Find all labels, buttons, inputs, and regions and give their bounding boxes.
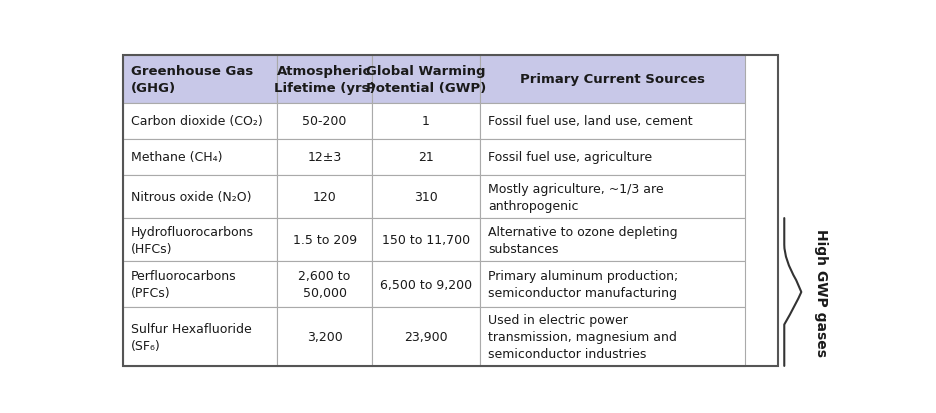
Text: 23,900: 23,900: [404, 330, 448, 343]
Bar: [372, 176, 480, 218]
Text: 3,200: 3,200: [307, 330, 343, 343]
Text: 6,500 to 9,200: 6,500 to 9,200: [380, 278, 472, 291]
Bar: [124, 176, 277, 218]
Text: 21: 21: [418, 151, 434, 164]
Text: Hydrofluorocarbons
(HFCs): Hydrofluorocarbons (HFCs): [131, 225, 254, 255]
Bar: [372, 308, 480, 366]
Text: Perfluorocarbons
(PFCs): Perfluorocarbons (PFCs): [131, 270, 237, 299]
Bar: [277, 140, 372, 176]
Bar: [372, 261, 480, 308]
Bar: [124, 56, 277, 103]
Bar: [480, 218, 745, 261]
Bar: [124, 308, 277, 366]
Bar: [372, 56, 480, 103]
Text: Sulfur Hexafluoride
(SF₆): Sulfur Hexafluoride (SF₆): [131, 322, 252, 352]
Bar: [124, 103, 277, 140]
Bar: [124, 140, 277, 176]
Text: Used in electric power
transmission, magnesium and
semiconductor industries: Used in electric power transmission, mag…: [488, 313, 677, 360]
Text: Methane (CH₄): Methane (CH₄): [131, 151, 223, 164]
Bar: [480, 308, 745, 366]
Bar: [277, 218, 372, 261]
Text: Primary aluminum production;
semiconductor manufacturing: Primary aluminum production; semiconduct…: [488, 270, 678, 299]
Bar: [277, 176, 372, 218]
Text: Carbon dioxide (CO₂): Carbon dioxide (CO₂): [131, 115, 263, 128]
Bar: [277, 308, 372, 366]
Text: 50-200: 50-200: [302, 115, 346, 128]
Text: 1.5 to 209: 1.5 to 209: [293, 234, 357, 247]
Text: Primary Current Sources: Primary Current Sources: [520, 73, 705, 86]
Bar: [480, 176, 745, 218]
Text: Fossil fuel use, land use, cement: Fossil fuel use, land use, cement: [488, 115, 693, 128]
Text: Greenhouse Gas
(GHG): Greenhouse Gas (GHG): [131, 64, 254, 95]
Bar: [124, 218, 277, 261]
Text: Fossil fuel use, agriculture: Fossil fuel use, agriculture: [488, 151, 652, 164]
Bar: [277, 261, 372, 308]
Text: 310: 310: [415, 190, 438, 204]
Bar: [480, 103, 745, 140]
Bar: [372, 103, 480, 140]
Text: Nitrous oxide (N₂O): Nitrous oxide (N₂O): [131, 190, 252, 204]
Text: Alternative to ozone depleting
substances: Alternative to ozone depleting substance…: [488, 225, 678, 255]
Text: 2,600 to
50,000: 2,600 to 50,000: [299, 270, 351, 299]
Text: Atmospheric
Lifetime (yrs): Atmospheric Lifetime (yrs): [273, 64, 375, 95]
Text: 1: 1: [422, 115, 430, 128]
Text: 150 to 11,700: 150 to 11,700: [382, 234, 470, 247]
Text: High GWP gases: High GWP gases: [813, 228, 827, 356]
Bar: [124, 261, 277, 308]
Text: 120: 120: [313, 190, 336, 204]
Bar: [372, 140, 480, 176]
Text: Mostly agriculture, ~1/3 are
anthropogenic: Mostly agriculture, ~1/3 are anthropogen…: [488, 182, 664, 212]
Bar: [480, 56, 745, 103]
Text: 12±3: 12±3: [307, 151, 342, 164]
Bar: [277, 103, 372, 140]
Bar: [372, 218, 480, 261]
Text: Global Warming
Potential (GWP): Global Warming Potential (GWP): [366, 64, 486, 95]
Bar: [277, 56, 372, 103]
Bar: [480, 140, 745, 176]
Bar: [480, 261, 745, 308]
